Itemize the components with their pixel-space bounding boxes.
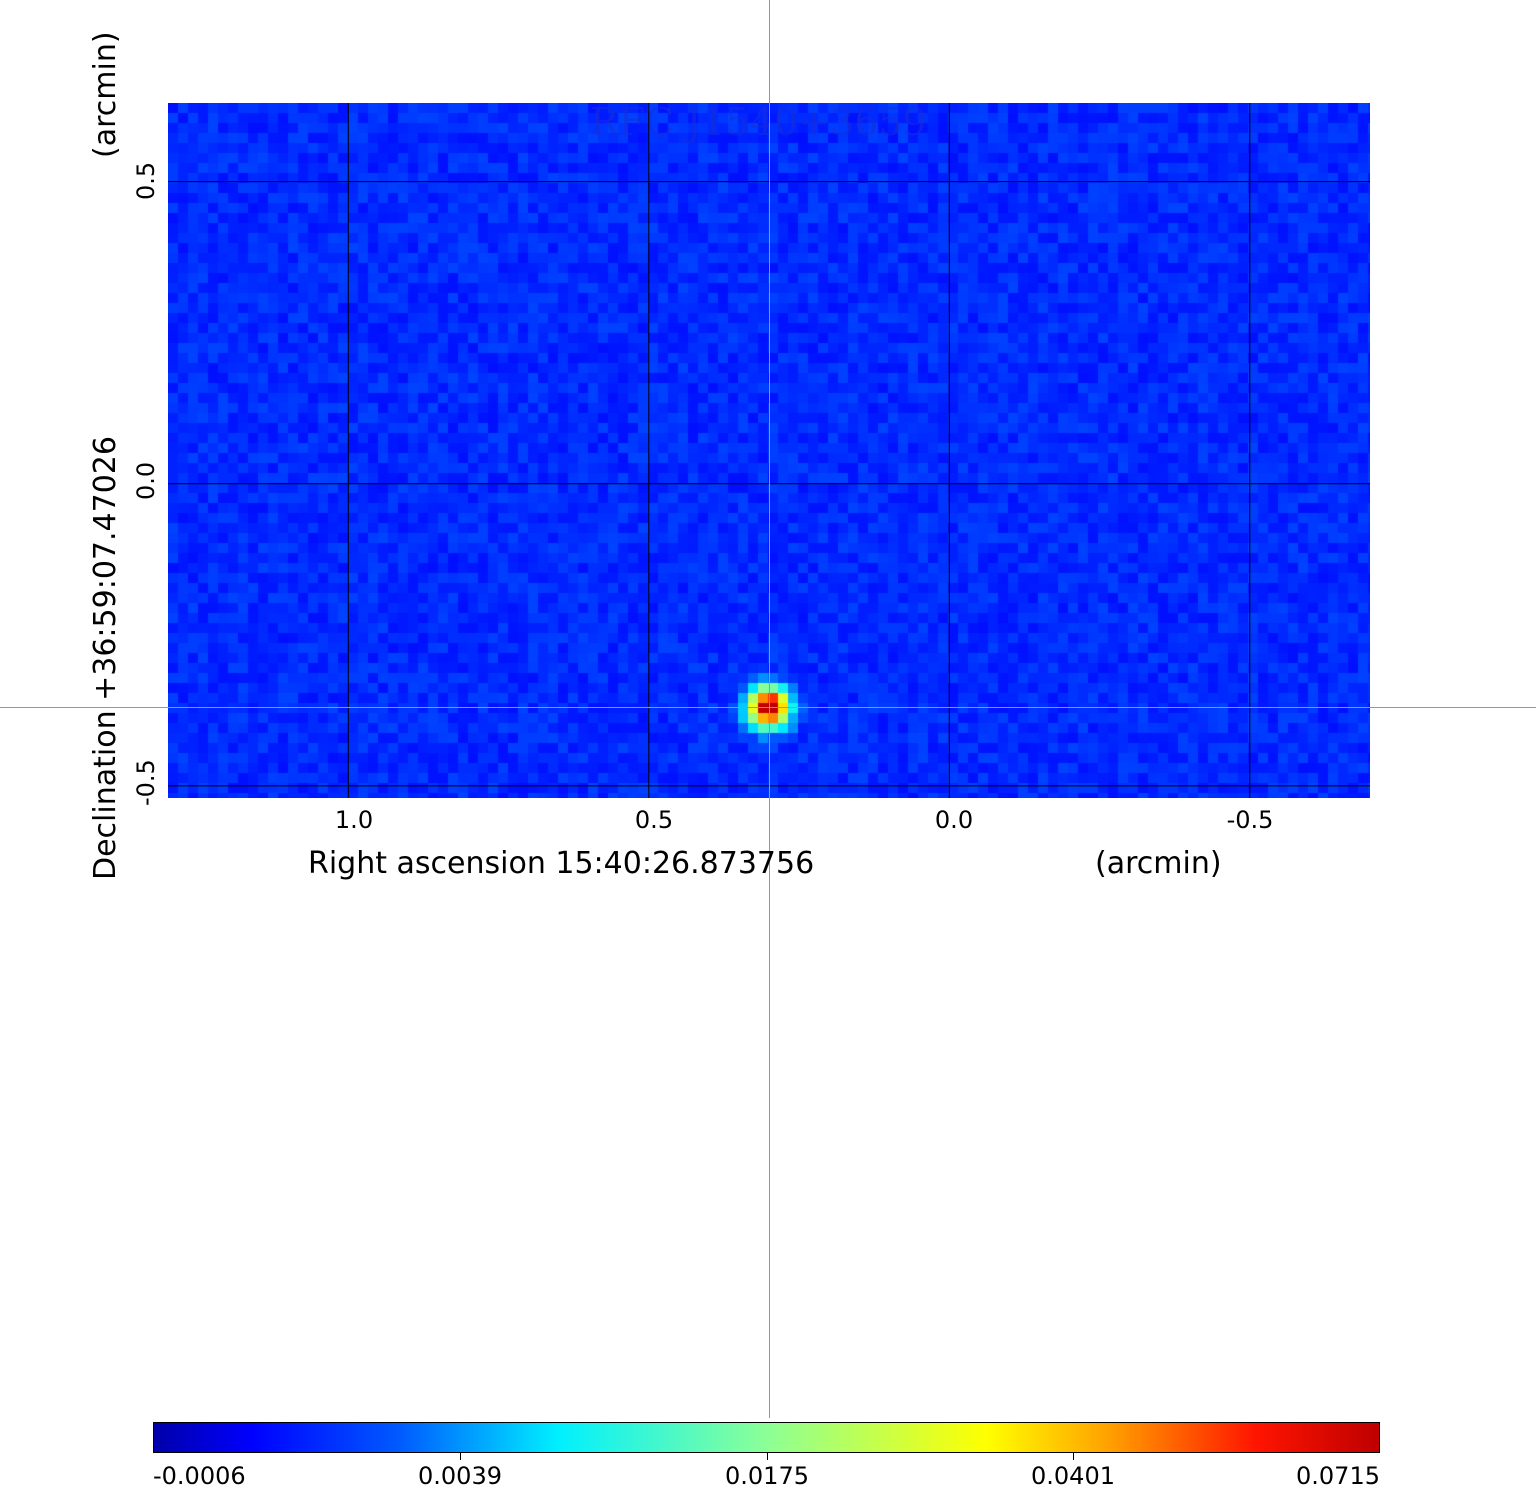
x-tick-label: 0.5 [634, 806, 674, 834]
colorbar-tick [767, 1453, 768, 1460]
x-tick-label: 0.0 [934, 806, 974, 834]
x-axis-unit: (arcmin) [1095, 846, 1222, 881]
sky-image[interactable] [168, 103, 1370, 798]
x-axis-label: Right ascension 15:40:26.873756 [308, 846, 815, 881]
x-tick-label: -0.5 [1226, 806, 1274, 834]
colorbar-tick-label: 0.0175 [725, 1462, 809, 1490]
y-axis-unit: (arcmin) [88, 31, 123, 158]
colorbar-tick-label: -0.0006 [153, 1462, 246, 1490]
y-axis-label: Declination +36:59:07.47026 [88, 436, 123, 880]
y-tick-label: 0.5 [132, 161, 160, 200]
image-title: RFC J1540+3659 [590, 100, 927, 144]
colorbar-tick-label: 0.0039 [418, 1462, 502, 1490]
colorbar-tick-label: 0.0401 [1031, 1462, 1115, 1490]
y-tick-label: -0.5 [132, 759, 160, 806]
colorbar [153, 1422, 1380, 1453]
y-tick-label: 0.0 [132, 461, 160, 500]
colorbar-tick-label: 0.0715 [1296, 1462, 1380, 1490]
colorbar-tick [460, 1453, 461, 1460]
x-tick-label: 1.0 [334, 806, 374, 834]
colorbar-tick [1073, 1453, 1074, 1460]
